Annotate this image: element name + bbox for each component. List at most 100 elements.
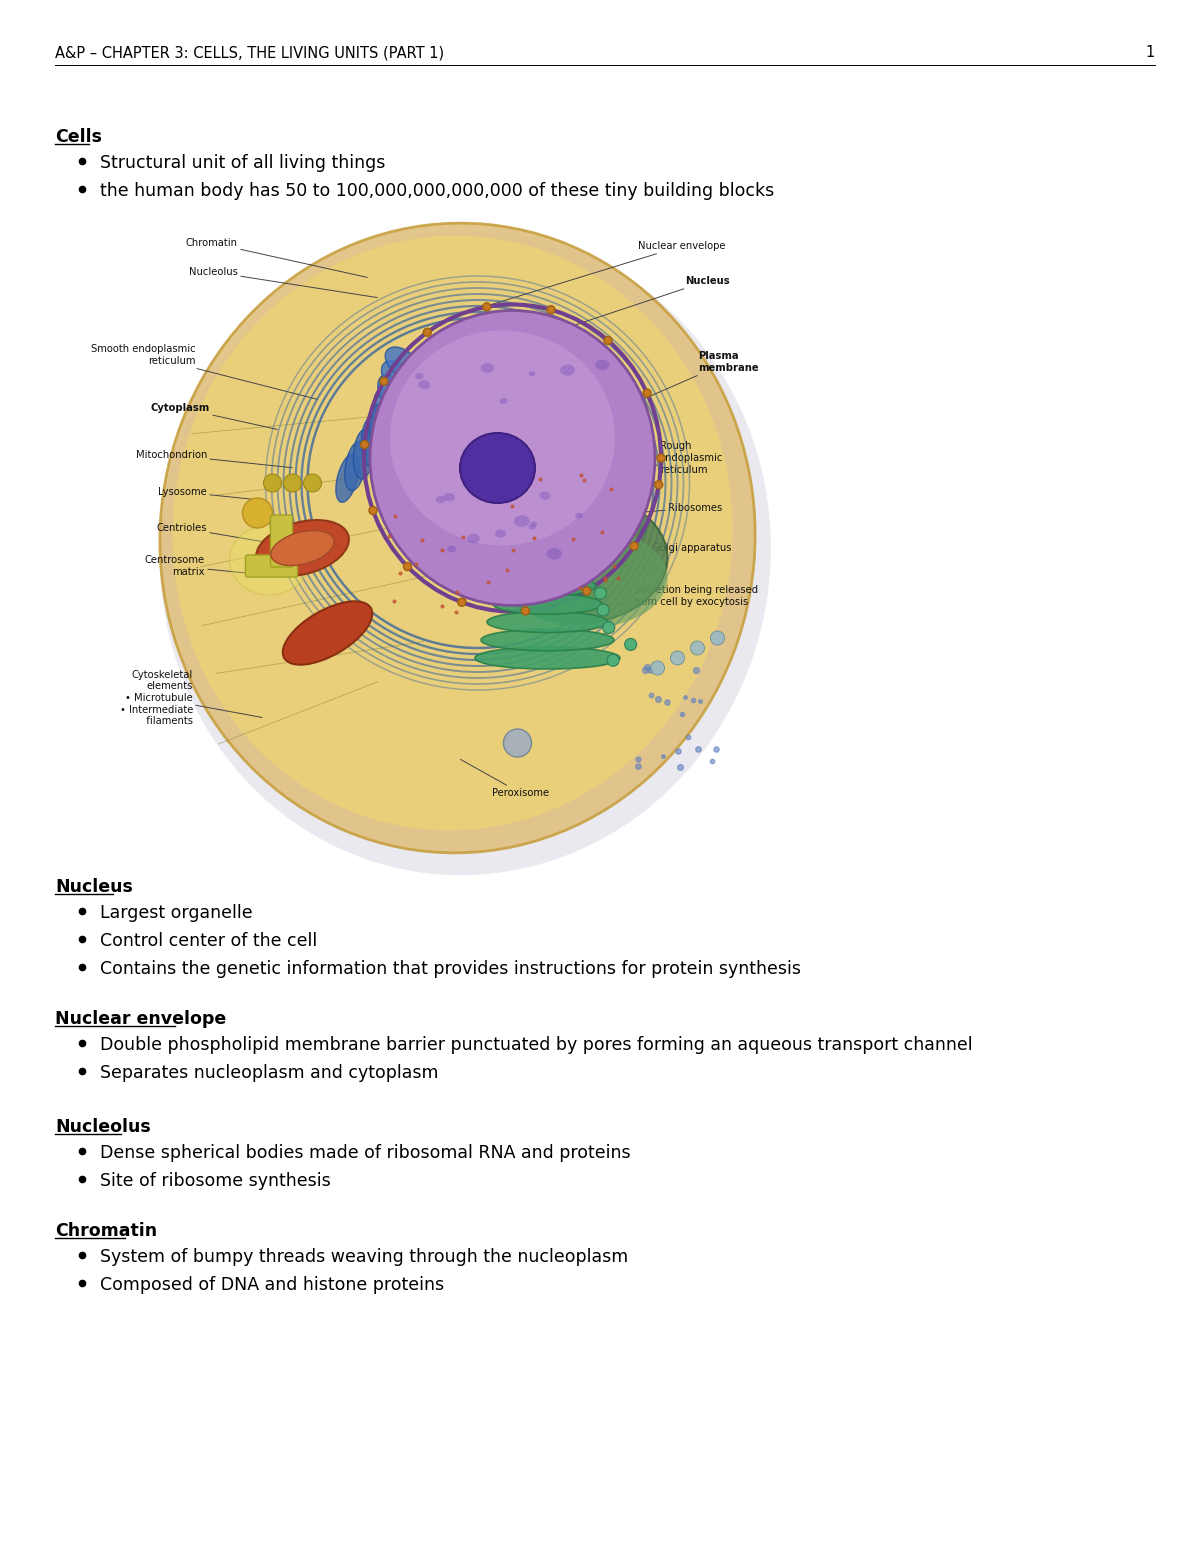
Ellipse shape	[595, 360, 610, 370]
Ellipse shape	[382, 360, 414, 396]
Ellipse shape	[229, 525, 310, 595]
Text: Smooth endoplasmic
reticulum: Smooth endoplasmic reticulum	[91, 345, 317, 399]
Ellipse shape	[512, 436, 518, 443]
Text: Largest organelle: Largest organelle	[100, 904, 253, 922]
Ellipse shape	[283, 601, 372, 665]
Ellipse shape	[546, 548, 562, 559]
Ellipse shape	[530, 522, 538, 526]
Ellipse shape	[460, 433, 535, 503]
Ellipse shape	[365, 418, 390, 458]
Ellipse shape	[482, 303, 491, 311]
Text: Nucleolus: Nucleolus	[190, 267, 377, 298]
Text: Composed of DNA and histone proteins: Composed of DNA and histone proteins	[100, 1277, 444, 1294]
Ellipse shape	[283, 474, 301, 492]
Ellipse shape	[370, 404, 395, 443]
Ellipse shape	[436, 495, 445, 503]
Text: Control center of the cell: Control center of the cell	[100, 932, 317, 950]
Ellipse shape	[528, 523, 536, 530]
Text: Rough
endoplasmic
reticulum: Rough endoplasmic reticulum	[547, 441, 724, 488]
Ellipse shape	[505, 558, 590, 578]
Ellipse shape	[403, 562, 412, 570]
Text: Centrosome
matrix: Centrosome matrix	[145, 556, 264, 576]
Ellipse shape	[242, 499, 272, 528]
Text: Lysosome: Lysosome	[158, 488, 257, 500]
Ellipse shape	[540, 491, 551, 500]
Text: Site of ribosome synthesis: Site of ribosome synthesis	[100, 1173, 331, 1190]
Ellipse shape	[710, 631, 725, 644]
Text: Centrioles: Centrioles	[156, 523, 263, 542]
Ellipse shape	[481, 629, 614, 651]
Text: Dense spherical bodies made of ribosomal RNA and proteins: Dense spherical bodies made of ribosomal…	[100, 1145, 631, 1162]
Ellipse shape	[264, 474, 282, 492]
Ellipse shape	[256, 520, 349, 576]
Ellipse shape	[361, 418, 382, 467]
Ellipse shape	[424, 328, 431, 337]
Ellipse shape	[607, 654, 619, 666]
Text: Nucleus: Nucleus	[533, 276, 730, 339]
Ellipse shape	[594, 587, 606, 599]
Text: Cytoplasm: Cytoplasm	[151, 402, 277, 429]
Text: Double phospholipid membrane barrier punctuated by pores forming an aqueous tran: Double phospholipid membrane barrier pun…	[100, 1036, 973, 1054]
Ellipse shape	[353, 429, 373, 478]
Text: Mitochondrion: Mitochondrion	[136, 450, 293, 467]
Ellipse shape	[160, 231, 770, 876]
Text: Chromatin: Chromatin	[55, 1222, 157, 1239]
Text: System of bumpy threads weaving through the nucleoplasm: System of bumpy threads weaving through …	[100, 1249, 629, 1266]
Ellipse shape	[583, 587, 590, 595]
Ellipse shape	[487, 612, 608, 632]
Text: Cytoskeletal
elements
• Microtubule
• Intermediate
  filaments: Cytoskeletal elements • Microtubule • In…	[120, 669, 263, 727]
Ellipse shape	[380, 377, 388, 385]
Text: Contains the genetic information that provides instructions for protein synthesi: Contains the genetic information that pr…	[100, 960, 802, 978]
Ellipse shape	[304, 474, 322, 492]
Ellipse shape	[390, 331, 616, 545]
Text: Secretion being released
from cell by exocytosis: Secretion being released from cell by ex…	[588, 585, 758, 607]
Ellipse shape	[630, 542, 638, 550]
Text: Cells: Cells	[55, 127, 102, 146]
Ellipse shape	[481, 363, 494, 373]
Ellipse shape	[336, 453, 359, 502]
Ellipse shape	[378, 374, 407, 412]
Ellipse shape	[604, 337, 612, 345]
Ellipse shape	[690, 641, 704, 655]
Ellipse shape	[493, 495, 505, 505]
Ellipse shape	[415, 373, 424, 379]
Ellipse shape	[475, 648, 620, 669]
Ellipse shape	[514, 516, 529, 526]
Ellipse shape	[560, 365, 575, 376]
Text: Ribosomes: Ribosomes	[542, 503, 722, 520]
Ellipse shape	[444, 492, 455, 502]
Text: Separates nucleoplasm and cytoplasm: Separates nucleoplasm and cytoplasm	[100, 1064, 438, 1082]
Ellipse shape	[522, 607, 529, 615]
Ellipse shape	[467, 534, 480, 544]
Ellipse shape	[493, 593, 602, 615]
Text: the human body has 50 to 100,000,000,000,000 of these tiny building blocks: the human body has 50 to 100,000,000,000…	[100, 182, 774, 200]
Ellipse shape	[602, 621, 614, 634]
Ellipse shape	[448, 545, 456, 553]
Text: Nuclear envelope: Nuclear envelope	[55, 1009, 227, 1028]
Ellipse shape	[385, 346, 420, 379]
Ellipse shape	[418, 380, 430, 390]
Ellipse shape	[508, 528, 667, 627]
Ellipse shape	[499, 398, 508, 404]
Ellipse shape	[368, 506, 377, 514]
Ellipse shape	[575, 512, 583, 519]
Text: Golgi apparatus: Golgi apparatus	[523, 544, 732, 558]
Ellipse shape	[671, 651, 684, 665]
Ellipse shape	[374, 388, 401, 427]
Ellipse shape	[529, 371, 535, 376]
FancyBboxPatch shape	[270, 516, 293, 567]
Ellipse shape	[370, 311, 655, 606]
Ellipse shape	[643, 390, 652, 398]
Text: Nucleus: Nucleus	[55, 877, 133, 896]
Text: Nucleolus: Nucleolus	[55, 1118, 151, 1135]
Ellipse shape	[658, 453, 665, 461]
Ellipse shape	[271, 531, 334, 565]
Ellipse shape	[360, 441, 368, 449]
Text: Peroxisome: Peroxisome	[461, 759, 550, 798]
Ellipse shape	[655, 481, 662, 489]
Ellipse shape	[625, 638, 637, 651]
Ellipse shape	[650, 662, 665, 676]
Text: Nuclear envelope: Nuclear envelope	[493, 241, 726, 304]
Ellipse shape	[457, 598, 466, 606]
Text: 1: 1	[1146, 45, 1154, 61]
